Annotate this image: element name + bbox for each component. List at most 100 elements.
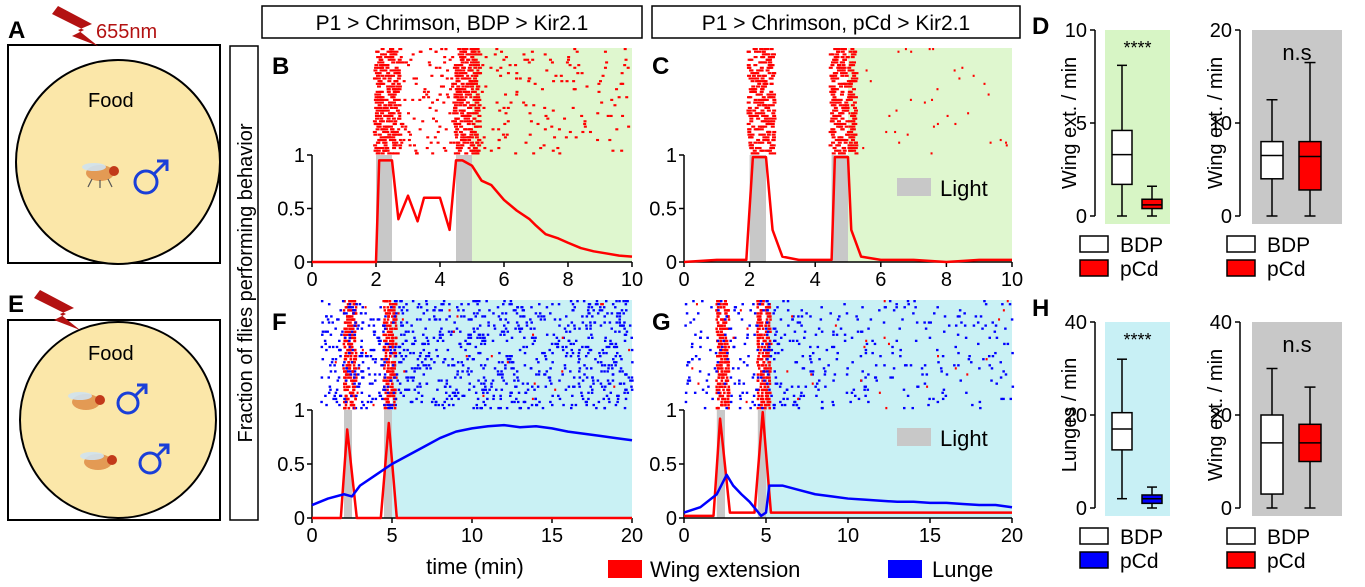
raster-tick-wing — [757, 388, 761, 392]
light-window — [716, 410, 725, 518]
raster-tick-lunge — [623, 391, 626, 394]
raster-tick-wing — [392, 93, 396, 96]
raster-tick-wing — [382, 125, 387, 128]
raster-tick-lunge — [692, 300, 695, 303]
raster-tick-lunge — [451, 391, 455, 394]
raster-tick-lunge — [765, 321, 769, 324]
raster-tick-wing — [751, 114, 756, 118]
raster-tick-lunge — [486, 391, 489, 394]
raster-tick-wing — [761, 336, 765, 340]
raster-tick-wing — [449, 88, 453, 91]
raster-tick-lunge — [357, 324, 360, 327]
raster-tick-lunge — [491, 379, 495, 382]
raster-tick-wing — [373, 149, 378, 152]
raster-tick-wing — [469, 80, 474, 83]
raster-tick-wing — [853, 141, 858, 144]
raster-tick-lunge — [624, 303, 628, 306]
raster-tick-lunge — [547, 376, 551, 379]
raster-tick-lunge — [871, 339, 874, 343]
raster-tick-wing — [392, 88, 397, 91]
raster-tick-lunge — [783, 333, 787, 336]
legend-swatch — [1079, 527, 1109, 545]
raster-tick-lunge — [434, 403, 437, 407]
raster-tick-wing — [384, 321, 387, 324]
raster-tick-wing — [865, 339, 868, 343]
raster-tick-lunge — [329, 388, 332, 391]
raster-tick-lunge — [861, 370, 864, 373]
raster-tick-wing — [883, 300, 886, 303]
raster-tick-wing — [467, 122, 471, 126]
raster-tick-wing — [464, 114, 468, 118]
raster-tick-lunge — [990, 367, 994, 370]
raster-tick-lunge — [508, 358, 512, 361]
raster-tick-wing — [769, 48, 774, 51]
raster-tick-wing — [384, 74, 389, 77]
raster-tick-lunge — [902, 406, 906, 410]
raster-tick-lunge — [392, 321, 395, 324]
raster-tick-lunge — [483, 339, 487, 343]
raster-tick-wing — [385, 149, 390, 152]
raster-tick-wing — [345, 327, 348, 330]
raster-tick-lunge — [614, 342, 618, 346]
raster-tick-wing — [761, 327, 765, 330]
raster-tick-wing — [374, 112, 379, 115]
y-tick-label: 0 — [666, 508, 677, 530]
raster-tick-wing — [383, 358, 386, 361]
raster-tick-lunge — [477, 351, 480, 355]
raster-tick-wing — [832, 130, 837, 134]
raster-tick-lunge — [574, 403, 578, 407]
raster-tick-lunge — [774, 351, 777, 355]
raster-tick-wing — [407, 130, 411, 134]
raster-tick-lunge — [610, 364, 613, 367]
raster-tick-wing — [388, 303, 392, 306]
raster-tick-wing — [725, 382, 728, 385]
raster-tick-lunge — [569, 355, 573, 358]
raster-tick-wing — [352, 403, 356, 407]
raster-tick-lunge — [383, 388, 387, 391]
raster-tick-wing — [723, 342, 726, 346]
raster-tick-lunge — [444, 385, 447, 388]
raster-tick-lunge — [822, 367, 826, 370]
raster-tick-lunge — [581, 397, 585, 401]
raster-tick-lunge — [321, 333, 324, 336]
raster-tick-lunge — [496, 370, 500, 373]
legend-label-lunge: Lunge — [932, 557, 993, 582]
raster-tick-lunge — [497, 406, 500, 410]
raster-tick-lunge — [533, 388, 536, 391]
raster-tick-wing — [720, 400, 723, 404]
raster-tick-lunge — [703, 406, 707, 410]
raster-tick-lunge — [478, 333, 482, 336]
raster-tick-lunge — [752, 303, 755, 306]
raster-tick-lunge — [585, 327, 588, 330]
raster-tick-wing — [459, 101, 463, 104]
raster-tick-wing — [757, 82, 762, 85]
raster-tick-wing — [462, 69, 466, 72]
raster-tick-wing — [465, 48, 469, 51]
raster-tick-wing — [390, 56, 395, 59]
raster-tick-lunge — [748, 324, 751, 327]
raster-tick-wing — [755, 77, 760, 80]
raster-tick-lunge — [583, 364, 586, 367]
raster-tick-lunge — [543, 351, 546, 355]
raster-tick-wing — [848, 120, 853, 123]
raster-tick-lunge — [628, 324, 632, 327]
raster-tick-wing — [850, 48, 855, 51]
raster-tick-wing — [985, 358, 988, 361]
raster-tick-wing — [830, 64, 835, 67]
raster-tick-wing — [754, 114, 759, 118]
raster-tick-wing — [766, 400, 770, 404]
raster-tick-wing — [473, 146, 478, 150]
raster-tick-lunge — [454, 376, 457, 379]
y-tick-label: 1 — [294, 145, 305, 167]
raster-tick-lunge — [344, 336, 347, 339]
raster-tick-wing — [433, 136, 437, 139]
raster-tick-lunge — [357, 382, 361, 385]
raster-tick-lunge — [441, 403, 444, 407]
raster-tick-wing — [765, 355, 769, 358]
raster-tick-wing — [768, 327, 772, 330]
raster-tick-wing — [833, 74, 838, 77]
raster-tick-lunge — [820, 306, 823, 309]
raster-tick-lunge — [419, 351, 422, 355]
raster-tick-wing — [352, 358, 356, 361]
raster-tick-lunge — [585, 315, 589, 318]
